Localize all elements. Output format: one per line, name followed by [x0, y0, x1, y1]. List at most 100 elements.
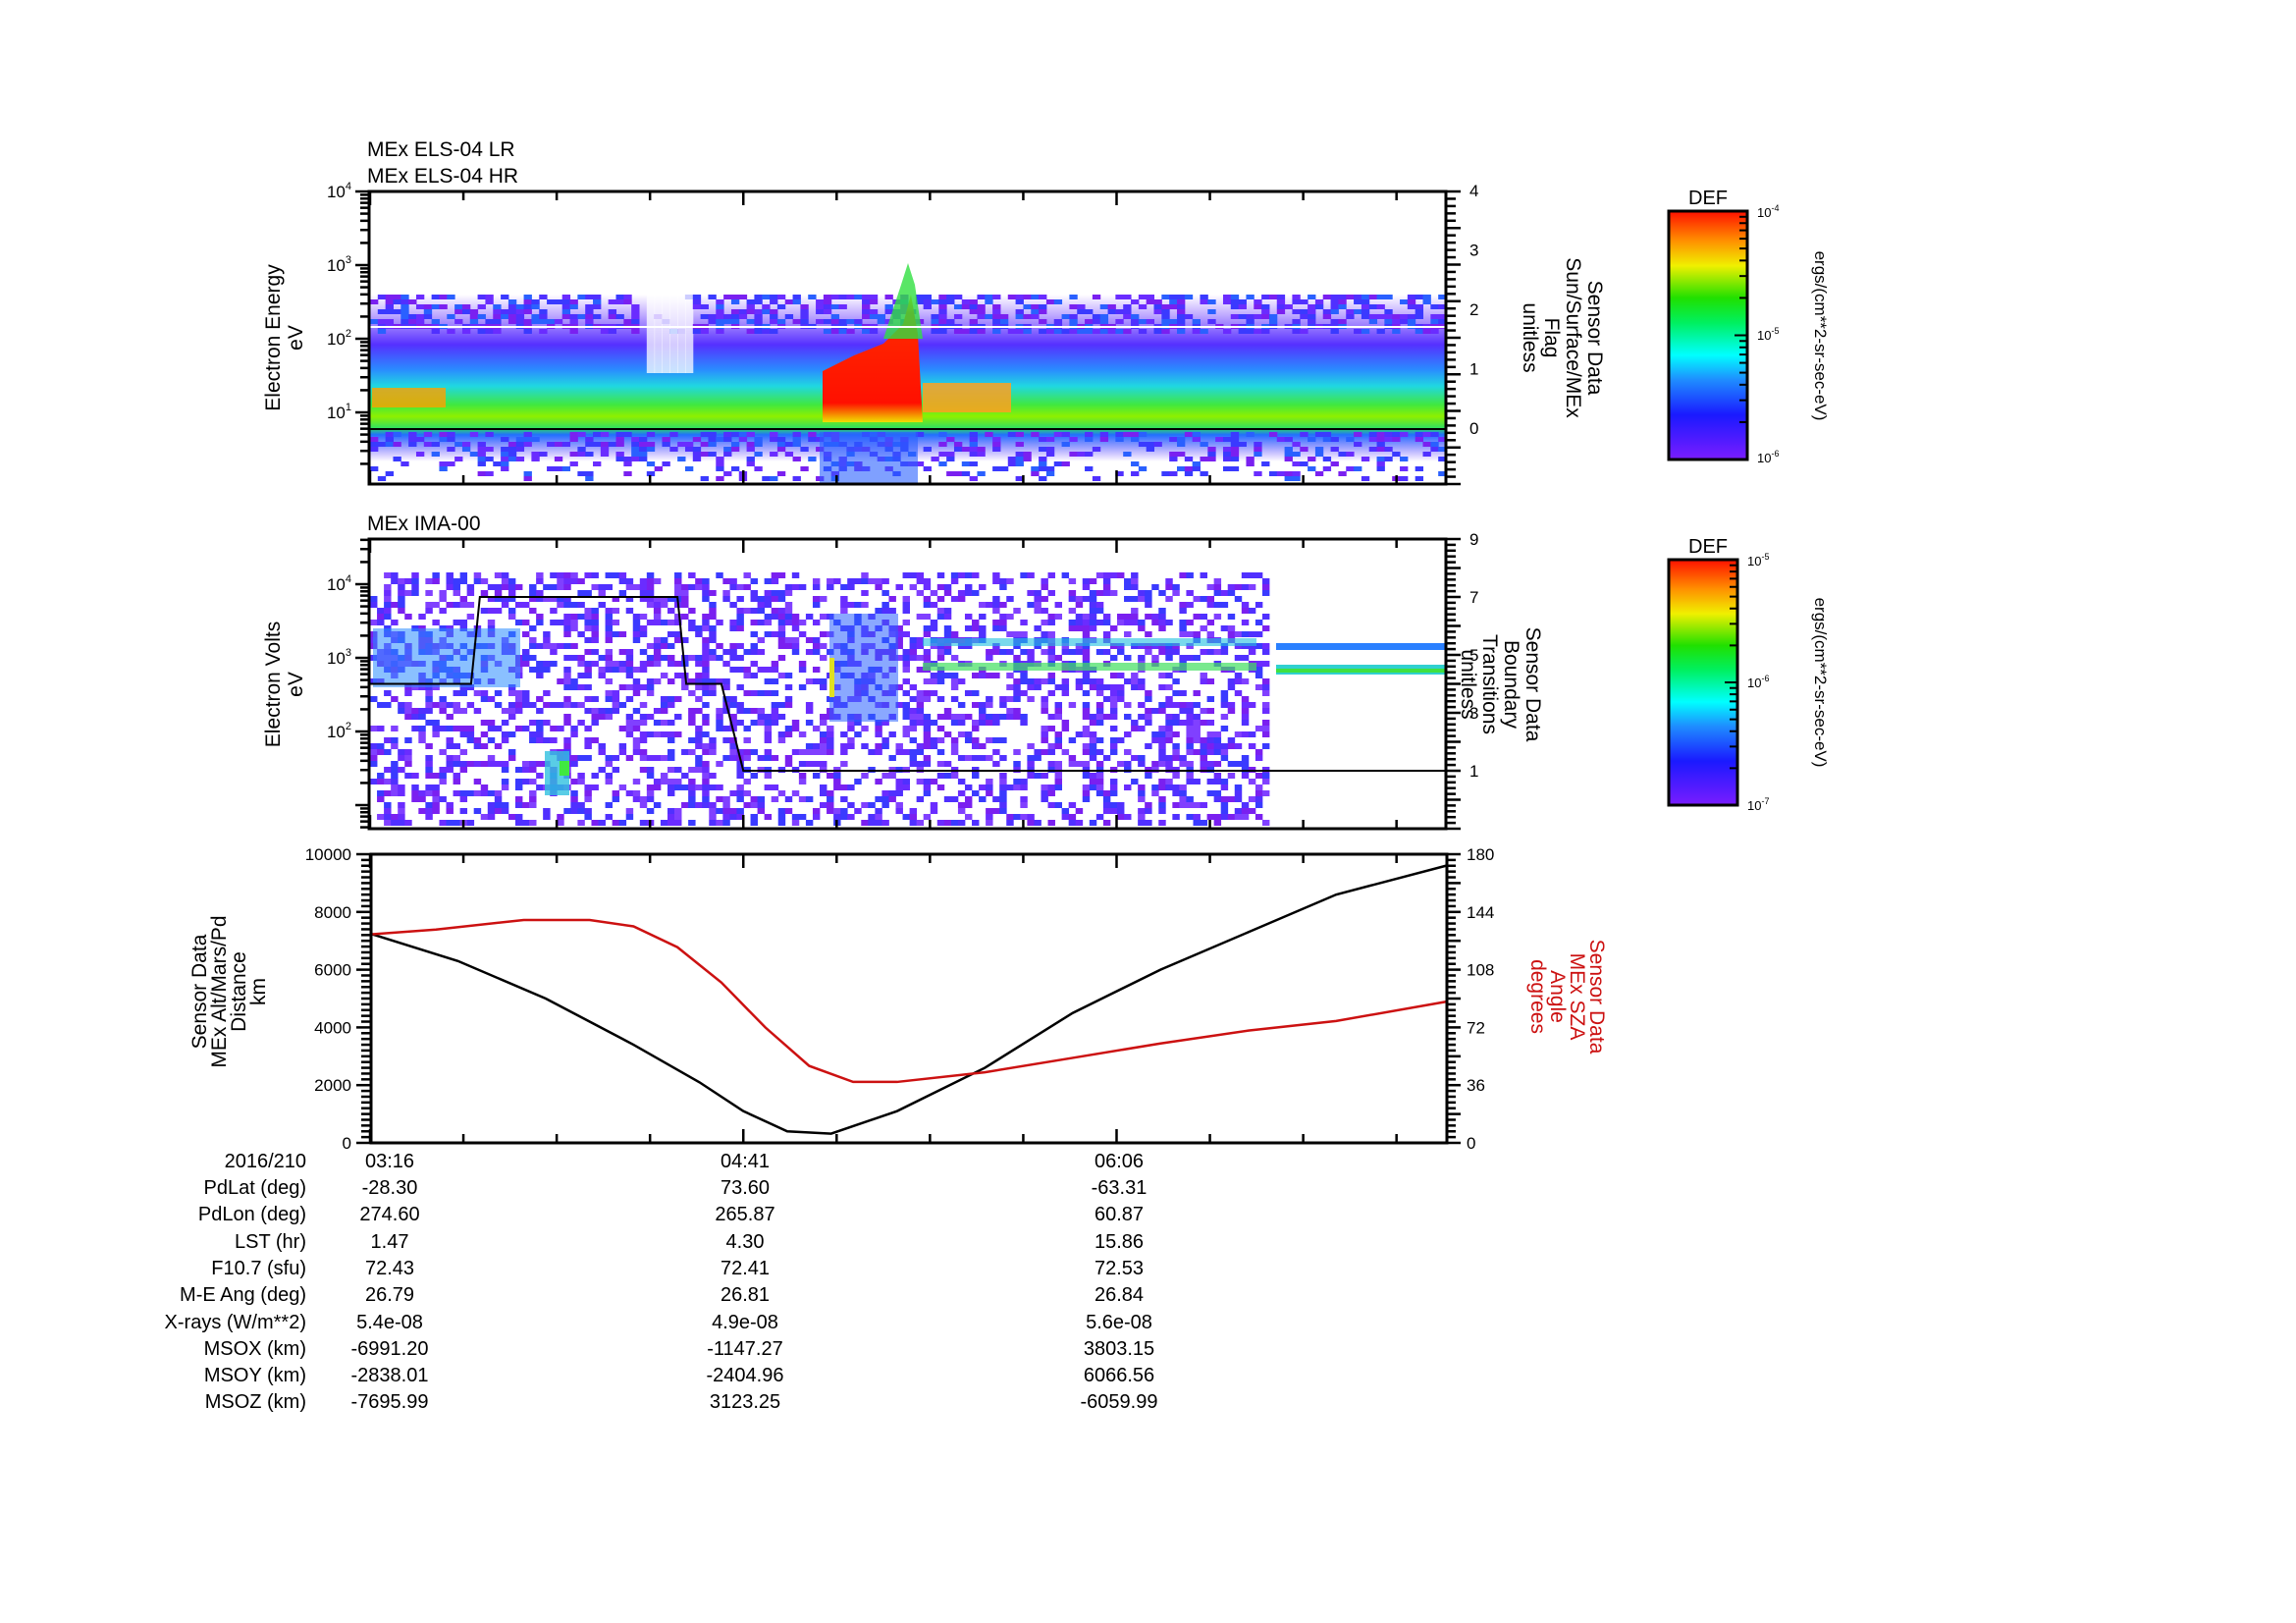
svg-text:DEF: DEF — [1688, 536, 1728, 558]
row-value: 4.30 — [725, 1230, 765, 1253]
row-value: 5.4e-08 — [356, 1311, 423, 1333]
panel-els: MEx ELS-04 LR MEx ELS-04 HR 104103102101… — [262, 138, 1606, 486]
row-value: 73.60 — [720, 1177, 771, 1199]
row-value: 72.41 — [720, 1257, 771, 1279]
svg-text:Sensor Data: Sensor Data — [1585, 940, 1608, 1055]
svg-text:6000: 6000 — [314, 961, 351, 980]
time-label: 06:06 — [1094, 1151, 1145, 1172]
panel-orbit: 10000 8000 6000 4000 2000 0 180 144 108 72 36 0 Sen… — [188, 845, 1608, 1153]
svg-text:Sun/Surface/MEx: Sun/Surface/MEx — [1562, 257, 1584, 418]
els-spectrogram — [370, 263, 1447, 483]
row-value: 60.87 — [1094, 1204, 1145, 1226]
row-label: M-E Ang (deg) — [180, 1284, 306, 1307]
row-value: -2404.96 — [706, 1365, 784, 1387]
svg-text:2: 2 — [1469, 300, 1478, 319]
table-row: MSOY (km) -2838.01 -2404.96 6066.56 — [0, 1365, 2296, 1391]
ima-ylabel: Electron Volts eV — [262, 622, 307, 747]
svg-text:0: 0 — [1467, 1134, 1475, 1153]
svg-text:103: 103 — [327, 647, 351, 668]
row-label: PdLon (deg) — [197, 1204, 306, 1226]
orbit-ylabel: Sensor Data MEx Alt/Mars/Pd Distance km — [188, 915, 270, 1067]
table-row: LST (hr) 1.47 4.30 15.86 — [0, 1231, 2296, 1258]
svg-text:0: 0 — [1469, 419, 1478, 438]
svg-text:eV: eV — [285, 672, 307, 697]
svg-text:2000: 2000 — [314, 1076, 351, 1095]
table-row: F10.7 (sfu) 72.43 72.41 72.53 — [0, 1258, 2296, 1284]
time-label: 04:41 — [720, 1151, 771, 1172]
table-row: X-rays (W/m**2) 5.4e-08 4.9e-08 5.6e-08 — [0, 1312, 2296, 1338]
els-axes: 104 103 102 101 4 3 2 1 0 — [327, 181, 1478, 486]
row-value: 3803.15 — [1083, 1337, 1155, 1360]
svg-text:10000: 10000 — [305, 845, 351, 864]
row-value: -28.30 — [361, 1177, 418, 1199]
svg-text:1: 1 — [1469, 762, 1478, 781]
colorbar-gradient — [1667, 209, 1749, 461]
sza-line — [369, 918, 1447, 1084]
row-value: -2838.01 — [350, 1365, 429, 1387]
orbit-frame — [369, 852, 1449, 1145]
row-value: -1147.27 — [707, 1337, 783, 1360]
table-row: M-E Ang (deg) 26.79 26.81 26.84 — [0, 1284, 2296, 1311]
svg-text:Transitions: Transitions — [1478, 634, 1501, 734]
svg-text:9: 9 — [1469, 530, 1478, 549]
row-value: -6059.99 — [1080, 1391, 1158, 1414]
row-value: 26.81 — [720, 1284, 771, 1307]
svg-text:Sensor Data: Sensor Data — [1522, 627, 1544, 742]
svg-text:7: 7 — [1469, 588, 1478, 607]
row-value: 26.79 — [364, 1284, 415, 1307]
svg-text:unitless: unitless — [1519, 302, 1541, 372]
svg-text:Sensor Data: Sensor Data — [188, 934, 211, 1049]
els-right-label: Sensor Data Sun/Surface/MEx Flag unitles… — [1519, 257, 1606, 418]
svg-text:104: 104 — [327, 181, 351, 201]
colorbar-max: 10-4 — [1757, 203, 1779, 220]
svg-text:4: 4 — [1469, 182, 1478, 200]
svg-text:0: 0 — [343, 1134, 351, 1153]
svg-text:36: 36 — [1467, 1076, 1485, 1095]
els-ylabel: Electron Energy eV — [262, 264, 307, 411]
date-label: 2016/210 — [224, 1151, 306, 1172]
panel-title-ima: MEx IMA-00 — [367, 513, 481, 535]
row-label: MSOX (km) — [203, 1337, 306, 1360]
svg-text:103: 103 — [327, 254, 351, 275]
table-header-row: 2016/210 03:16 04:41 06:06 — [0, 1151, 2296, 1177]
ima-right-label: Sensor Data Boundary Transitions unitles… — [1457, 627, 1544, 742]
orbit-right-label: Sensor Data MEx SZA Angle degrees — [1526, 940, 1608, 1055]
row-value: 15.86 — [1094, 1230, 1145, 1253]
svg-text:180: 180 — [1467, 845, 1494, 864]
colorbar-els: DEF 10-4 10-5 10-6 ergs/(cm**2-sr-sec-eV… — [1667, 188, 1830, 465]
row-label: MSOY (km) — [203, 1365, 306, 1387]
svg-text:101: 101 — [327, 402, 351, 422]
table-row: MSOX (km) -6991.20 -1147.27 3803.15 — [0, 1338, 2296, 1365]
row-label: LST (hr) — [235, 1230, 306, 1253]
svg-text:3: 3 — [1469, 242, 1478, 260]
row-label: X-rays (W/m**2) — [164, 1311, 306, 1333]
svg-text:Distance: Distance — [228, 951, 250, 1032]
svg-text:km: km — [247, 978, 270, 1005]
boundary-transitions-line — [370, 596, 1446, 772]
svg-text:72: 72 — [1467, 1018, 1485, 1037]
svg-text:104: 104 — [327, 573, 351, 594]
svg-text:Electron Volts: Electron Volts — [262, 622, 285, 747]
svg-text:Angle: Angle — [1546, 970, 1569, 1023]
svg-text:102: 102 — [327, 721, 351, 741]
panel-ima: MEx IMA-00 104 103 102 9 7 5 3 1 Electron Volts… — [262, 513, 1544, 831]
svg-text:ergs/(cm**2-sr-sec-eV): ergs/(cm**2-sr-sec-eV) — [1811, 251, 1830, 421]
row-value: 72.53 — [1094, 1257, 1145, 1279]
colorbar-mid: 10-5 — [1757, 326, 1779, 343]
ima-spectrogram — [370, 572, 1446, 826]
row-value: 1.47 — [370, 1230, 409, 1253]
table-row: PdLon (deg) 274.60 265.87 60.87 — [0, 1204, 2296, 1230]
svg-text:10-7: 10-7 — [1747, 796, 1769, 813]
row-label: MSOZ (km) — [204, 1391, 306, 1414]
panel-title-hr: MEx ELS-04 HR — [367, 165, 518, 188]
ima-frame — [367, 537, 1448, 831]
row-value: -63.31 — [1091, 1177, 1148, 1199]
table-row: MSOZ (km) -7695.99 3123.25 -6059.99 — [0, 1391, 2296, 1418]
svg-text:unitless: unitless — [1457, 649, 1479, 719]
row-value: 4.9e-08 — [712, 1311, 778, 1333]
row-value: 26.84 — [1094, 1284, 1145, 1307]
row-value: -6991.20 — [350, 1337, 429, 1360]
svg-text:Electron Energy: Electron Energy — [262, 264, 285, 411]
row-value: 6066.56 — [1083, 1365, 1155, 1387]
